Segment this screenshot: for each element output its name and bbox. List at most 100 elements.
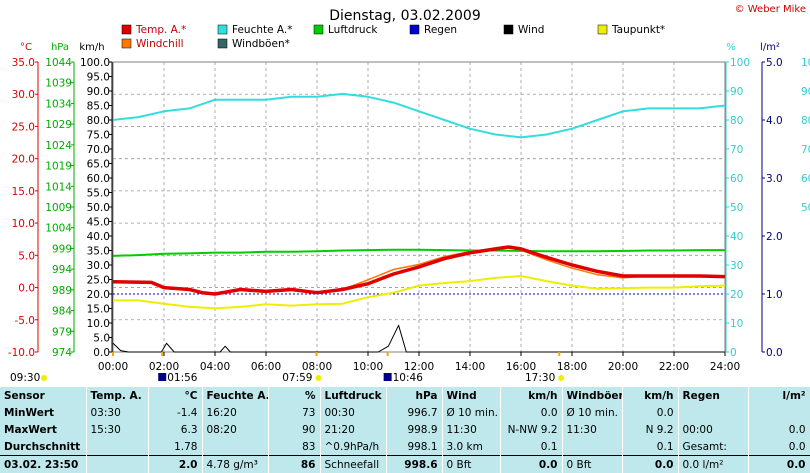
time-tick-label: 24:00 <box>710 361 740 373</box>
stats-cell: 0.0 <box>748 456 810 473</box>
stats-cell <box>562 438 622 456</box>
wind-axis-tick-label: 40.0 <box>87 231 110 243</box>
stats-header-cell: hPa <box>386 386 442 404</box>
legend-label: Luftdruck <box>328 24 378 36</box>
temp-axis-tick-label: 5.0 <box>18 250 35 262</box>
stats-cell: 08:20 <box>202 421 268 438</box>
legend-swatch <box>410 25 419 34</box>
stats-cell: 00:30 <box>320 404 386 421</box>
marker-label: 09:30 <box>10 372 40 384</box>
wind-axis-tick-label: 45.0 <box>87 217 110 229</box>
pressure-axis-tick-label: 1029 <box>45 119 72 131</box>
time-tick-label: 18:00 <box>557 361 587 373</box>
wind-axis-tick-label: 100.0 <box>80 57 110 69</box>
stats-cell: 0.0 <box>500 404 562 421</box>
stats-cell: Ø 10 min. <box>562 404 622 421</box>
brand-label: © Weber Mike <box>735 4 806 15</box>
legend-swatch <box>218 25 227 34</box>
stats-cell: Schneefall <box>320 456 386 473</box>
stats-cell: 03.02. 23:50 <box>0 456 86 473</box>
wind-axis-tick-label: 60.0 <box>87 173 110 185</box>
stats-cell <box>678 404 748 421</box>
stats-cell: -1.4 <box>148 404 202 421</box>
marker-label: 10:46 <box>393 372 424 384</box>
legend-label: Taupunkt* <box>611 24 665 36</box>
pressure-axis-tick-label: 994 <box>52 264 72 276</box>
wind-axis-tick-label: 75.0 <box>87 130 110 142</box>
time-tick-label: 04:00 <box>200 361 230 373</box>
stats-cell: ^0.9hPa/h <box>320 438 386 456</box>
stats-cell: 996.7 <box>386 404 442 421</box>
humidity-axis-tick-label: 60 <box>730 173 743 185</box>
wind-axis-tick-label: 95.0 <box>87 72 110 84</box>
pressure-axis-tick-label: 984 <box>52 306 72 318</box>
time-tick-label: 00:00 <box>98 361 128 373</box>
legend-label: Windböen* <box>232 38 290 50</box>
stats-cell: 16:20 <box>202 404 268 421</box>
stats-cell: 0 Bft <box>442 456 500 473</box>
stats-cell: 86 <box>268 456 320 473</box>
stats-cell: 998.9 <box>386 421 442 438</box>
humidity-axis-tick-label: 0 <box>730 347 737 359</box>
stats-cell: Durchschnitt <box>0 438 86 456</box>
edge-axis-tick-label: 60 <box>801 173 810 185</box>
stats-cell <box>202 438 268 456</box>
pressure-axis-tick-label: 999 <box>52 243 72 255</box>
stats-header-cell: Regen <box>678 386 748 404</box>
stats-header-cell: °C <box>148 386 202 404</box>
stats-cell: 2.0 <box>148 456 202 473</box>
humidity-axis-tick-label: 90 <box>730 86 743 98</box>
stats-cell: 11:30 <box>442 421 500 438</box>
humidity-axis-tick-label: 70 <box>730 144 743 156</box>
stats-header-cell: km/h <box>500 386 562 404</box>
pressure-axis-tick-label: 1024 <box>45 140 72 152</box>
humidity-axis-tick-label: 50 <box>730 202 743 214</box>
stats-cell: 0.1 <box>622 438 678 456</box>
stats-cell: 21:20 <box>320 421 386 438</box>
weather-chart: Dienstag, 03.02.2009 © Weber Mike Temp. … <box>0 0 810 385</box>
temp-axis-tick-label: 35.0 <box>12 57 35 69</box>
stats-cell: 0.0 <box>748 438 810 456</box>
wind-axis-tick-label: 90.0 <box>87 86 110 98</box>
edge-axis-tick-label: 70 <box>801 144 810 156</box>
legend-label: Temp. A.* <box>135 24 186 36</box>
marker-box <box>158 373 166 381</box>
stats-cell <box>86 438 148 456</box>
stats-cell: 0.0 l/m² <box>678 456 748 473</box>
pressure-axis-tick-label: 1014 <box>45 181 72 193</box>
time-tick-label: 14:00 <box>455 361 485 373</box>
wind-axis-tick-label: 50.0 <box>87 202 110 214</box>
edge-axis-tick-label: 50 <box>801 202 810 214</box>
legend-swatch <box>504 25 513 34</box>
stats-cell: 0 Bft <box>562 456 622 473</box>
stats-cell: 0.0 <box>500 456 562 473</box>
wind-axis-tick-label: 15.0 <box>87 304 110 316</box>
marker-dot <box>315 375 321 381</box>
unit-humidity: % <box>726 42 736 53</box>
wind-axis-tick-label: 85.0 <box>87 101 110 113</box>
humidity-axis-tick-label: 100 <box>730 57 750 69</box>
stats-cell: 4.78 g/m³ <box>202 456 268 473</box>
marker-label: 07:59 <box>282 372 312 384</box>
rain-axis-tick-label: 2.0 <box>766 231 783 243</box>
marker-dot <box>558 375 564 381</box>
stats-header-cell: Temp. A. <box>86 386 148 404</box>
temp-axis-tick-label: 30.0 <box>12 89 35 101</box>
wind-axis-tick-label: 10.0 <box>87 318 110 330</box>
legend-label: Windchill <box>136 38 184 50</box>
wind-axis-tick-label: 65.0 <box>87 159 110 171</box>
unit-pressure: hPa <box>51 42 69 53</box>
legend-swatch <box>598 25 607 34</box>
stats-cell: N 9.2 <box>622 421 678 438</box>
stats-cell: Ø 10 min. <box>442 404 500 421</box>
humidity-axis-tick-label: 40 <box>730 231 743 243</box>
marker-label: 01:56 <box>167 372 198 384</box>
wind-axis-tick-label: 70.0 <box>87 144 110 156</box>
stats-cell: 0.0 <box>622 404 678 421</box>
wind-axis-tick-label: 55.0 <box>87 188 110 200</box>
humidity-axis-tick-label: 80 <box>730 115 743 127</box>
unit-temp: °C <box>20 42 32 53</box>
pressure-axis-tick-label: 1009 <box>45 202 72 214</box>
